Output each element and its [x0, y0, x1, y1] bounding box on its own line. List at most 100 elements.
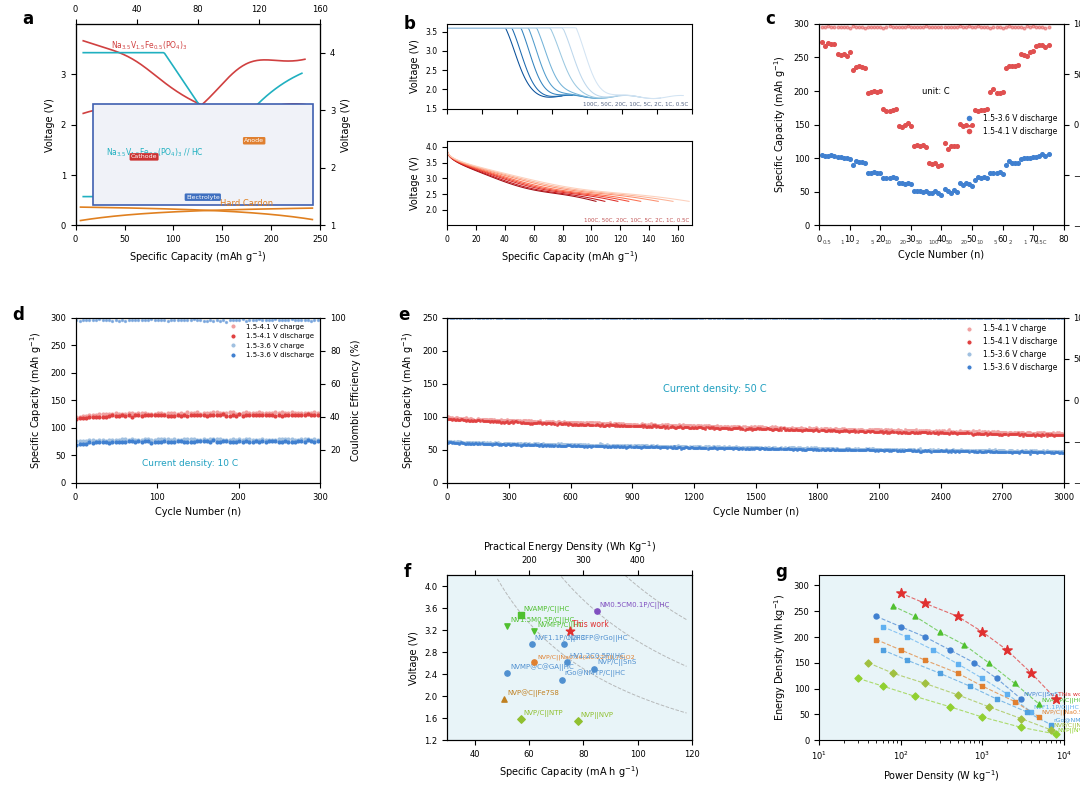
Point — [995, 446, 1012, 458]
Point — [215, 434, 232, 447]
Point — [666, 442, 684, 455]
Point — [702, 440, 719, 453]
Point — [872, 425, 889, 438]
Point — [989, 424, 1007, 437]
Point — [798, 443, 815, 455]
Point — [926, 443, 943, 456]
Point — [714, 420, 731, 433]
Point — [829, 21, 847, 33]
Text: N2F3FP@rGo||HC: N2F3FP@rGo||HC — [567, 634, 627, 642]
Y-axis label: Coulombic Efficiency (%): Coulombic Efficiency (%) — [351, 339, 361, 461]
Point — [916, 425, 933, 438]
Point — [818, 442, 835, 455]
Point — [1012, 445, 1029, 458]
Text: NVP/C||SnS: NVP/C||SnS — [597, 659, 636, 666]
Point — [658, 439, 675, 452]
Point — [867, 634, 885, 646]
Point — [737, 423, 754, 435]
Point — [152, 407, 170, 419]
Point — [755, 420, 772, 433]
Point — [276, 407, 294, 419]
Point — [855, 444, 873, 457]
Point — [688, 419, 705, 432]
Point — [524, 416, 541, 429]
Point — [539, 438, 556, 451]
Point — [801, 441, 819, 454]
Point — [540, 438, 557, 451]
Point — [561, 416, 578, 429]
Point — [727, 420, 744, 433]
Point — [680, 421, 698, 434]
Point — [905, 443, 922, 455]
Point — [613, 440, 631, 453]
Point — [539, 439, 556, 451]
Point — [501, 416, 518, 429]
Point — [972, 446, 989, 458]
Point — [492, 413, 510, 426]
Point — [788, 422, 806, 435]
Point — [890, 426, 907, 439]
Point — [270, 435, 287, 448]
Point — [1048, 445, 1065, 458]
Point — [544, 437, 562, 450]
Point — [306, 433, 323, 446]
Point — [247, 408, 265, 421]
Point — [276, 435, 294, 447]
Point — [875, 172, 892, 185]
Point — [448, 411, 465, 423]
Point — [848, 425, 865, 438]
Text: NVP@C||Fe7S8: NVP@C||Fe7S8 — [508, 689, 559, 696]
Point — [769, 423, 786, 435]
Point — [919, 423, 936, 436]
Point — [468, 415, 485, 427]
Point — [586, 439, 604, 451]
Point — [691, 419, 708, 432]
Point — [1028, 427, 1045, 439]
Point — [120, 435, 137, 447]
Point — [488, 437, 505, 450]
Point — [522, 437, 539, 450]
Point — [526, 656, 543, 669]
Point — [805, 442, 822, 455]
Point — [811, 442, 828, 455]
Point — [914, 426, 931, 439]
Point — [880, 443, 897, 456]
Point — [729, 422, 746, 435]
Point — [994, 446, 1011, 458]
Point — [525, 437, 542, 450]
Point — [215, 435, 232, 448]
Point — [607, 418, 624, 431]
Point — [260, 409, 278, 422]
Point — [1000, 20, 1017, 33]
Point — [531, 439, 549, 451]
Point — [1015, 427, 1032, 439]
Point — [670, 440, 687, 453]
Point — [711, 420, 728, 433]
Point — [517, 439, 535, 451]
Point — [997, 158, 1014, 171]
Point — [228, 436, 245, 449]
Point — [87, 408, 105, 421]
Point — [635, 439, 652, 452]
Point — [1014, 444, 1031, 457]
Point — [872, 84, 889, 97]
Point — [218, 409, 235, 422]
Point — [694, 440, 712, 453]
Point — [627, 418, 645, 431]
Point — [921, 445, 939, 458]
Point — [595, 439, 612, 451]
Point — [526, 416, 543, 429]
Point — [961, 446, 978, 458]
Point — [535, 416, 552, 428]
Point — [708, 440, 726, 453]
Point — [779, 422, 796, 435]
Point — [590, 439, 607, 451]
Point — [963, 119, 981, 131]
Point — [548, 418, 565, 431]
Point — [639, 439, 657, 452]
Point — [684, 421, 701, 434]
Point — [667, 439, 685, 452]
Point — [810, 424, 827, 437]
Point — [994, 86, 1011, 99]
Point — [831, 423, 848, 435]
